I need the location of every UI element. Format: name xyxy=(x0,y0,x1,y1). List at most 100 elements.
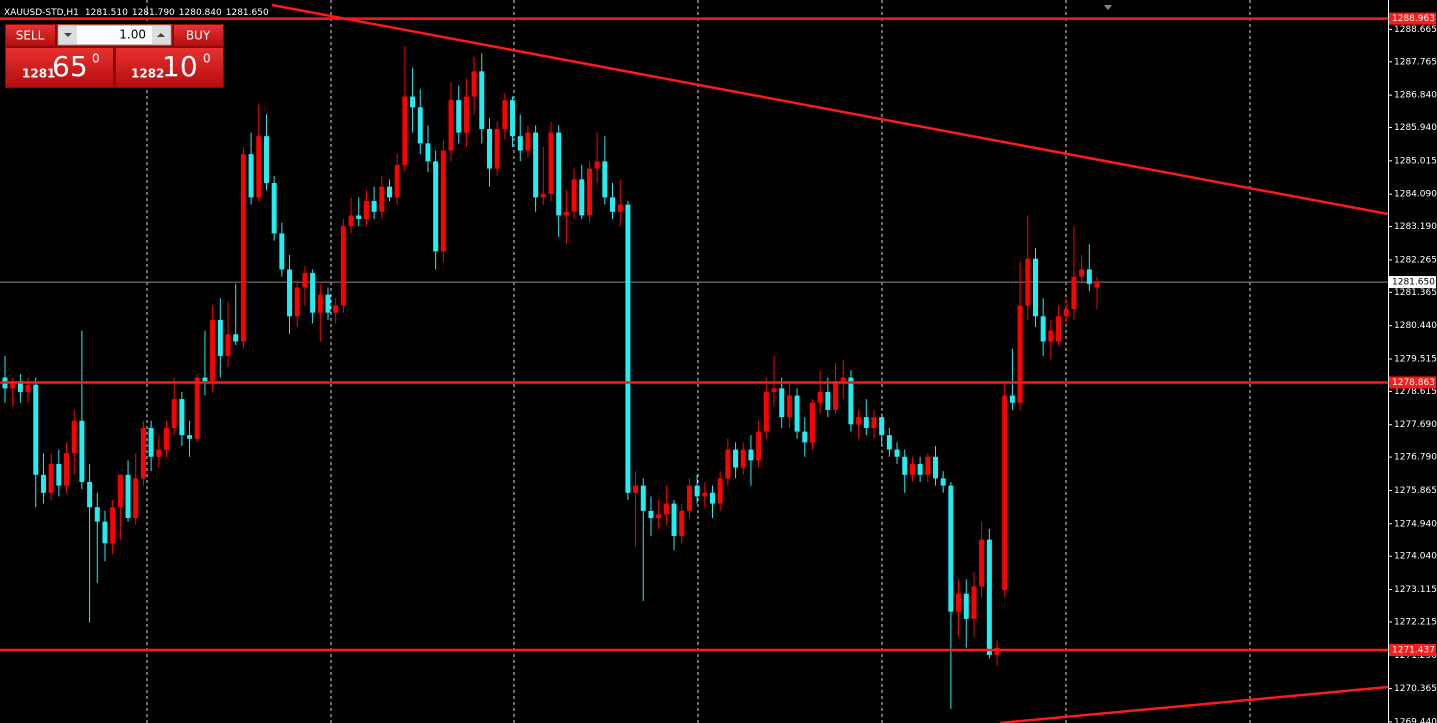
candle-body xyxy=(971,586,977,619)
lot-value[interactable]: 1.00 xyxy=(119,28,146,42)
candle-body xyxy=(194,377,200,439)
candle-body xyxy=(17,381,23,392)
candle-body xyxy=(825,391,831,410)
y-tick-label: 1288.665 xyxy=(1394,25,1437,35)
candle-body xyxy=(625,204,631,493)
y-tick-label: 1286.840 xyxy=(1394,91,1437,101)
shift-marker xyxy=(1104,5,1112,10)
candle-body xyxy=(1009,395,1015,403)
y-tick-label: 1285.940 xyxy=(1394,123,1437,133)
candle-body xyxy=(417,107,423,144)
candle-body xyxy=(725,449,731,479)
candle-body xyxy=(163,427,169,450)
sell-button[interactable] xyxy=(6,25,55,46)
candle-body xyxy=(771,388,777,392)
ohlc: 1280.840 xyxy=(179,8,222,18)
candle-body xyxy=(402,96,408,165)
candle-body xyxy=(640,485,646,511)
candle-body xyxy=(833,381,839,410)
candle-body xyxy=(963,593,969,619)
sell-price-big: 1281 xyxy=(22,67,55,81)
candle-body xyxy=(310,273,316,313)
symbol: XAUUSD-STD,H1 xyxy=(4,8,79,18)
candle-body xyxy=(548,132,554,194)
candle-body xyxy=(733,449,739,468)
candle-body xyxy=(179,399,185,436)
candle-body xyxy=(140,427,146,479)
buy-price-button[interactable] xyxy=(116,48,223,87)
candle-body xyxy=(502,100,508,129)
y-tick-label: 1280.440 xyxy=(1394,321,1437,331)
candle-body xyxy=(125,474,131,519)
current-price-label-bg xyxy=(1389,276,1436,289)
lot-input[interactable] xyxy=(57,24,172,46)
candle-body xyxy=(287,269,293,317)
candle-body xyxy=(425,143,431,162)
candle-body xyxy=(610,197,616,212)
candle-body xyxy=(363,201,369,220)
candle-body xyxy=(202,377,208,382)
candle-body xyxy=(540,193,546,198)
candle-body xyxy=(379,186,385,212)
y-tick-label: 1287.765 xyxy=(1394,57,1437,67)
candle-body xyxy=(802,431,808,443)
y-tick-label: 1285.015 xyxy=(1394,156,1437,166)
level-label-bg xyxy=(1389,643,1436,656)
candle-body xyxy=(686,485,692,511)
candle-body xyxy=(510,100,516,137)
y-tick-label: 1275.865 xyxy=(1394,486,1437,496)
plot xyxy=(0,46,1388,709)
candle-body xyxy=(933,456,939,479)
y-tick-label: 1279.515 xyxy=(1394,354,1437,364)
y-tick-label: 1277.690 xyxy=(1394,420,1437,430)
candle-body xyxy=(117,474,123,508)
candle-body xyxy=(886,435,892,450)
candle-body xyxy=(456,100,462,133)
candle-body xyxy=(448,100,454,151)
sell-price-button[interactable] xyxy=(6,48,113,87)
candle-body xyxy=(840,377,846,382)
candle-body xyxy=(317,294,323,313)
candle-body xyxy=(371,201,377,212)
y-tick-label: 1274.040 xyxy=(1394,552,1437,562)
candle-body xyxy=(940,478,946,486)
candle-body xyxy=(233,334,239,342)
candle-body xyxy=(979,539,985,587)
candle-body xyxy=(279,233,285,270)
candle-body xyxy=(863,417,869,428)
candle-body xyxy=(325,294,331,313)
candle-body xyxy=(87,482,93,508)
buy-button[interactable] xyxy=(174,25,223,46)
level-label: 1288.963 xyxy=(1392,14,1435,24)
y-tick-label: 1284.090 xyxy=(1394,190,1437,200)
candle-body xyxy=(525,132,531,151)
level-label-bg xyxy=(1389,376,1436,389)
candle-body xyxy=(394,164,400,198)
candle-body xyxy=(894,449,900,457)
level-label: 1271.437 xyxy=(1392,645,1435,655)
candle-body xyxy=(994,647,1000,655)
candle-body xyxy=(756,431,762,461)
candle-body xyxy=(879,417,885,436)
candle-body xyxy=(779,388,785,418)
candle-body xyxy=(302,273,308,288)
arrow-up xyxy=(157,33,165,37)
y-tick-label: 1276.790 xyxy=(1394,453,1437,463)
sell-label[interactable]: SELL xyxy=(16,29,45,43)
candle-body xyxy=(433,161,439,252)
sell-price-frac: 0 xyxy=(92,52,100,66)
candle-body xyxy=(956,593,962,612)
candle-body xyxy=(79,420,85,482)
candle-body xyxy=(294,287,300,317)
candle-body xyxy=(102,521,108,544)
candle-body xyxy=(1048,330,1054,342)
y-tick-label: 1270.365 xyxy=(1394,684,1437,694)
candle-body xyxy=(33,384,39,475)
y-tick-label: 1273.115 xyxy=(1394,585,1437,595)
candle-body xyxy=(387,186,393,198)
candle-body xyxy=(133,478,139,519)
candle-body xyxy=(1063,309,1069,317)
candle-body xyxy=(410,96,416,108)
buy-label[interactable]: BUY xyxy=(186,29,211,43)
